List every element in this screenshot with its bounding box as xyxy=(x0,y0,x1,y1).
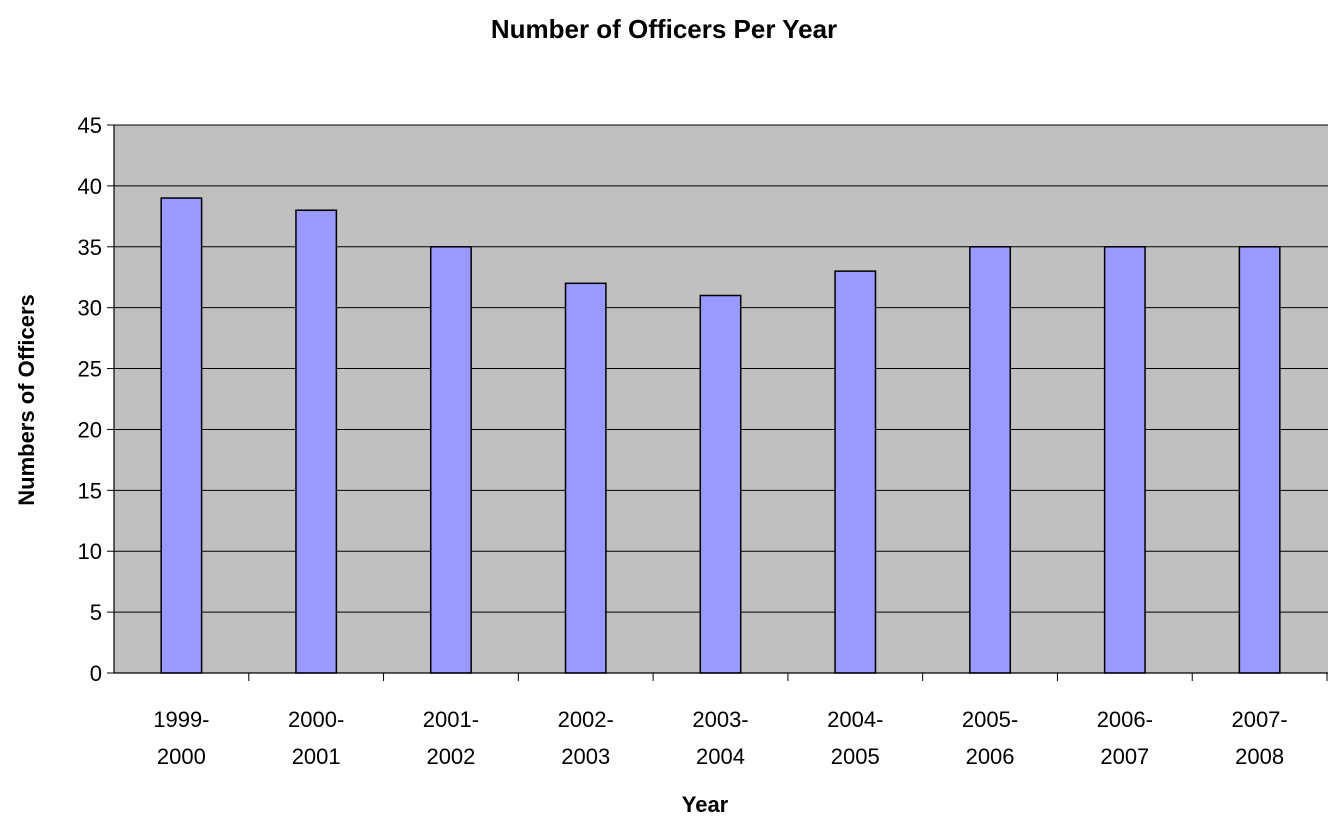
x-tick-label: 2004- xyxy=(827,707,883,732)
x-tick-label: 2003 xyxy=(561,744,610,769)
x-tick-label: 2001- xyxy=(423,707,479,732)
y-tick-label: 10 xyxy=(78,539,102,564)
x-tick-label: 2005- xyxy=(962,707,1018,732)
y-axis-title: Numbers of Officers xyxy=(14,294,39,506)
bar xyxy=(1238,246,1281,674)
bar xyxy=(160,197,203,674)
x-tick-label: 2000- xyxy=(288,707,344,732)
bar xyxy=(1103,246,1146,674)
x-tick-label: 2006 xyxy=(966,744,1015,769)
y-tick-label: 40 xyxy=(78,174,102,199)
y-tick-label: 15 xyxy=(78,478,102,503)
axes xyxy=(107,124,1328,681)
bar xyxy=(295,209,338,674)
x-tick-label: 2008 xyxy=(1235,744,1284,769)
x-tick-label: 1999- xyxy=(153,707,209,732)
bar xyxy=(564,282,607,674)
y-tick-label: 45 xyxy=(78,113,102,138)
bar xyxy=(834,270,877,674)
x-tick-label: 2003- xyxy=(692,707,748,732)
y-tick-label: 20 xyxy=(78,417,102,442)
bar xyxy=(969,246,1012,674)
y-tick-label: 35 xyxy=(78,235,102,260)
y-tick-label: 25 xyxy=(78,357,102,382)
bar xyxy=(429,246,472,674)
y-tick-label: 0 xyxy=(90,661,102,686)
x-tick-label: 2001 xyxy=(292,744,341,769)
x-tick-labels: 1999- 2000 2000- 2001 2001- 2002 2002- 2003 2003… xyxy=(153,707,1288,769)
x-tick-label: 2007 xyxy=(1100,744,1149,769)
chart-title: Number of Officers Per Year xyxy=(491,14,837,44)
x-tick-label: 2002 xyxy=(426,744,475,769)
bars xyxy=(160,197,1281,674)
y-tick-label: 30 xyxy=(78,296,102,321)
x-tick-label: 2005 xyxy=(831,744,880,769)
bar xyxy=(699,294,742,674)
x-tick-label: 2004 xyxy=(696,744,745,769)
x-axis-title: Year xyxy=(682,792,729,817)
x-tick-label: 2000 xyxy=(157,744,206,769)
y-tick-label: 5 xyxy=(90,600,102,625)
x-tick-label: 2007- xyxy=(1231,707,1287,732)
x-tick-label: 2006- xyxy=(1097,707,1153,732)
x-tick-label: 2002- xyxy=(558,707,614,732)
y-tick-labels: 0 5 10 15 20 25 30 35 40 45 xyxy=(78,113,102,686)
